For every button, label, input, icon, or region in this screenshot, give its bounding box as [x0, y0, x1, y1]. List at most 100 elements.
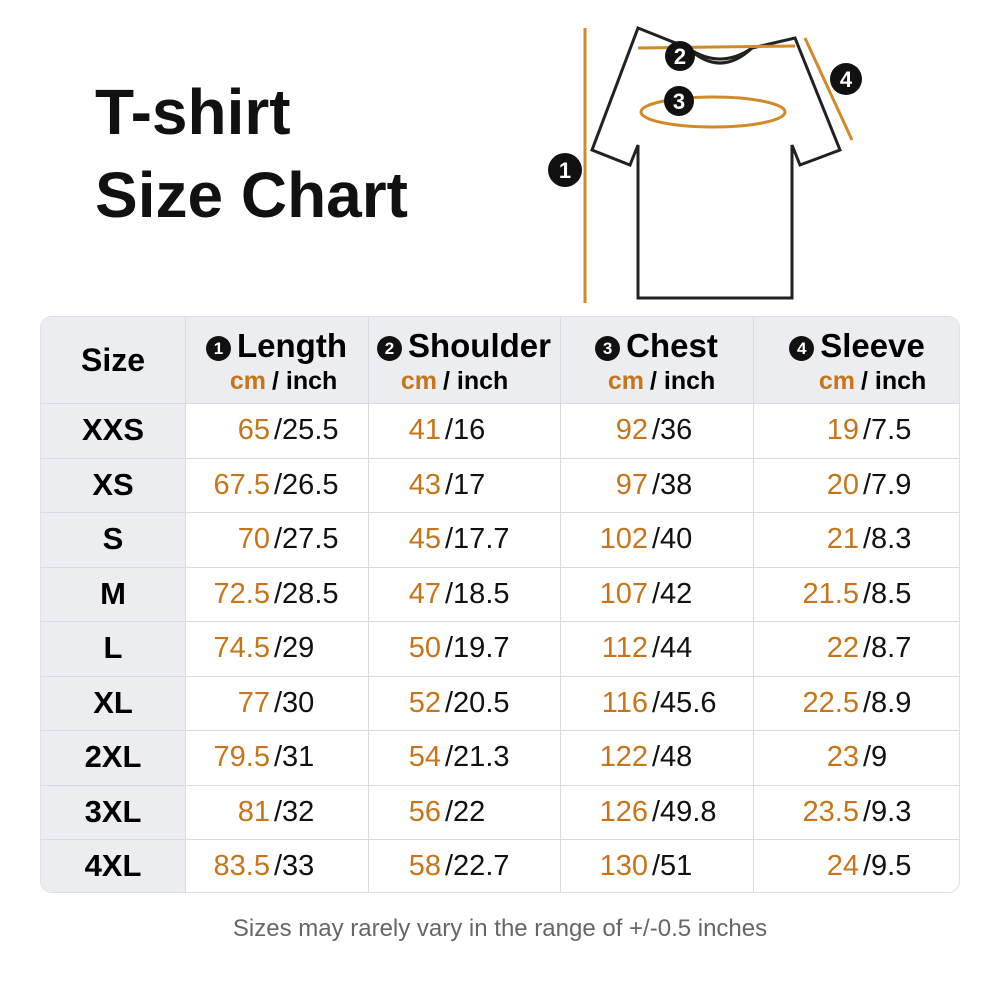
cm-value: 102 — [599, 523, 648, 555]
column-name: Chest — [626, 327, 718, 364]
cm-value: 67.5 — [213, 468, 270, 501]
size-table: Size 1 Length cm / inch 2 Shoulder cm / inch 3 Che… — [40, 316, 960, 893]
marker: 4 — [840, 67, 853, 92]
inch-value: /30 — [274, 686, 315, 719]
size-label: S — [102, 521, 124, 556]
col-divider — [753, 317, 754, 892]
cm-value: 58 — [408, 850, 441, 882]
cm-value: 79.5 — [213, 741, 270, 773]
row-divider — [41, 621, 959, 622]
unit-inch: / inch — [650, 367, 716, 395]
inch-value: /17.7 — [445, 523, 510, 555]
inch-value: /26.5 — [274, 468, 339, 501]
cm-value: 50 — [408, 632, 441, 664]
cm-value: 126 — [599, 795, 648, 828]
cm-value: 97 — [615, 468, 648, 501]
marker: 2 — [674, 44, 686, 69]
cm-value: 122 — [599, 741, 648, 773]
inch-value: /32 — [274, 795, 315, 828]
inch-value: /8.9 — [863, 686, 912, 719]
unit-inch: / inch — [272, 367, 338, 395]
cm-value: 130 — [599, 850, 648, 882]
column-header: 1 Length — [185, 327, 368, 365]
inch-value: /28.5 — [274, 577, 339, 610]
cm-value: 116 — [601, 686, 648, 719]
unit-inch: / inch — [861, 367, 927, 395]
column-number: 2 — [376, 335, 402, 361]
inch-value: /49.8 — [652, 795, 717, 828]
size-label: 3XL — [84, 793, 142, 829]
inch-value: /36 — [652, 414, 693, 446]
size-header: Size — [80, 342, 146, 378]
col-divider — [185, 317, 186, 892]
row-divider — [41, 784, 959, 786]
inch-value: /42 — [652, 577, 693, 610]
inch-value: /7.5 — [863, 414, 912, 446]
cm-value: 41 — [408, 414, 441, 446]
column-name: Length — [237, 327, 347, 364]
col-divider — [368, 317, 369, 892]
cm-value: 23.5 — [802, 795, 859, 828]
cm-value: 19 — [826, 414, 859, 446]
cm-value: 72.5 — [213, 577, 270, 610]
inch-value: /22 — [445, 795, 486, 828]
inch-value: /8.5 — [863, 577, 912, 610]
title-line: T-shirt — [95, 76, 291, 148]
cm-value: 21.5 — [802, 577, 859, 610]
title-line: Size Chart — [95, 159, 408, 231]
inch-value: /19.7 — [445, 632, 510, 664]
size-label: XXS — [81, 412, 145, 447]
row-divider — [41, 675, 959, 677]
cm-value: 47 — [408, 577, 441, 610]
row-divider — [41, 566, 959, 568]
column-name: Shoulder — [407, 327, 551, 364]
unit-cm: cm — [818, 367, 855, 395]
cm-value: 52 — [408, 686, 441, 719]
unit-cm: cm — [400, 367, 437, 395]
cm-value: 45 — [408, 523, 441, 555]
size-label: 2XL — [84, 739, 142, 774]
inch-value: /7.9 — [863, 468, 912, 501]
footnote: Sizes may rarely vary in the range of +/… — [232, 915, 768, 942]
column-header: 2 Shoulder — [368, 327, 560, 365]
inch-value: /48 — [652, 741, 693, 773]
marker: 3 — [673, 89, 685, 114]
size-label: XL — [93, 684, 133, 720]
unit-cm: cm — [607, 367, 644, 395]
inch-value: /33 — [274, 850, 315, 882]
row-divider — [41, 512, 959, 513]
cm-value: 56 — [408, 795, 441, 828]
inch-value: /20.5 — [445, 686, 510, 719]
row-divider — [41, 403, 959, 404]
cm-value: 112 — [601, 632, 648, 664]
inch-value: /8.3 — [863, 523, 912, 555]
column-header: 3 Chest — [560, 327, 753, 365]
cm-value: 22 — [826, 632, 859, 664]
cm-value: 54 — [408, 741, 441, 773]
inch-value: /8.7 — [863, 632, 912, 664]
inch-value: /9 — [863, 741, 888, 773]
row-divider — [41, 730, 959, 731]
column-number: 1 — [206, 335, 231, 361]
column-number: 3 — [595, 335, 621, 361]
inch-value: /40 — [652, 523, 693, 555]
cm-value: 65 — [237, 414, 270, 446]
inch-value: /29 — [274, 632, 315, 664]
shirt-diagram: 1 2 3 4 — [548, 26, 862, 303]
inch-value: /25.5 — [274, 414, 339, 446]
unit-inch: / inch — [443, 367, 509, 395]
inch-value: /31 — [274, 741, 315, 773]
inch-value: /16 — [445, 414, 486, 446]
cm-value: 81 — [237, 795, 270, 828]
inch-value: /27.5 — [274, 523, 339, 555]
inch-value: /21.3 — [445, 741, 510, 773]
column-name: Sleeve — [820, 327, 925, 364]
cm-value: 83.5 — [213, 850, 270, 882]
cm-value: 77 — [237, 686, 270, 719]
inch-value: /17 — [445, 468, 486, 501]
row-divider — [41, 839, 959, 840]
cm-value: 23 — [826, 741, 859, 773]
cm-value: 43 — [408, 468, 441, 501]
cm-value: 22.5 — [802, 686, 859, 719]
